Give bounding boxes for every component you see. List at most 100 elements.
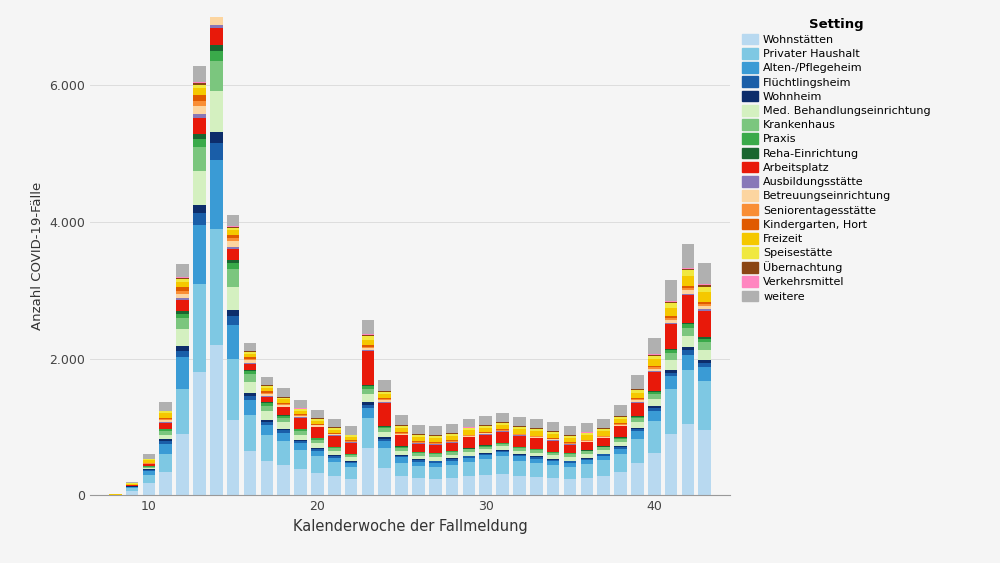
Bar: [446, 461, 458, 464]
Bar: [429, 453, 442, 454]
Bar: [244, 352, 256, 354]
Bar: [193, 118, 206, 134]
Bar: [698, 350, 711, 360]
Bar: [530, 477, 543, 495]
Bar: [261, 403, 273, 404]
Bar: [412, 444, 425, 452]
Bar: [378, 427, 391, 428]
Bar: [193, 83, 206, 85]
Bar: [176, 287, 189, 291]
Bar: [698, 367, 711, 381]
Bar: [227, 238, 239, 242]
Bar: [227, 269, 239, 287]
Bar: [143, 470, 155, 471]
Bar: [395, 425, 408, 426]
Bar: [597, 454, 610, 456]
Bar: [698, 381, 711, 431]
Bar: [614, 419, 627, 423]
Bar: [547, 441, 559, 452]
Bar: [496, 446, 509, 450]
Bar: [244, 451, 256, 495]
Bar: [244, 370, 256, 371]
Bar: [682, 268, 694, 269]
Bar: [210, 0, 223, 6]
Bar: [277, 388, 290, 397]
Bar: [176, 329, 189, 346]
Bar: [631, 418, 644, 422]
Bar: [345, 441, 357, 443]
Bar: [614, 426, 627, 437]
Bar: [698, 431, 711, 495]
Bar: [193, 82, 206, 83]
Bar: [176, 311, 189, 314]
Bar: [665, 318, 677, 320]
Bar: [682, 347, 694, 350]
Bar: [362, 448, 374, 495]
Bar: [597, 446, 610, 448]
Bar: [345, 462, 357, 463]
Bar: [698, 306, 711, 310]
Bar: [395, 463, 408, 476]
Bar: [614, 472, 627, 495]
Bar: [193, 225, 206, 284]
Bar: [395, 450, 408, 455]
Bar: [176, 282, 189, 287]
Bar: [328, 434, 341, 435]
Bar: [648, 394, 661, 399]
Bar: [682, 350, 694, 355]
Bar: [698, 337, 711, 339]
Bar: [378, 437, 391, 439]
Bar: [328, 419, 341, 427]
Bar: [193, 95, 206, 101]
Bar: [547, 459, 559, 460]
Bar: [665, 324, 677, 349]
Bar: [395, 476, 408, 495]
Bar: [597, 429, 610, 431]
Bar: [648, 399, 661, 406]
Bar: [294, 435, 307, 440]
Bar: [210, 28, 223, 44]
Bar: [345, 454, 357, 455]
Bar: [648, 355, 661, 356]
Bar: [496, 413, 509, 422]
Bar: [227, 420, 239, 495]
Bar: [665, 302, 677, 303]
Bar: [665, 350, 677, 353]
Bar: [698, 292, 711, 302]
Bar: [446, 434, 458, 436]
Bar: [446, 459, 458, 461]
Bar: [631, 393, 644, 399]
Bar: [261, 388, 273, 391]
Bar: [143, 475, 155, 483]
Bar: [345, 461, 357, 462]
Bar: [176, 301, 189, 311]
Bar: [277, 434, 290, 441]
Bar: [631, 390, 644, 393]
Bar: [682, 336, 694, 347]
Bar: [311, 450, 324, 456]
Bar: [294, 431, 307, 435]
Bar: [446, 464, 458, 477]
Bar: [631, 422, 644, 428]
Bar: [176, 314, 189, 318]
Bar: [479, 435, 492, 445]
Bar: [665, 377, 677, 390]
Bar: [412, 425, 425, 434]
Bar: [429, 438, 442, 443]
Bar: [362, 345, 374, 347]
Bar: [682, 328, 694, 336]
Bar: [395, 433, 408, 434]
Bar: [581, 464, 593, 477]
Bar: [244, 360, 256, 363]
Bar: [665, 320, 677, 323]
Bar: [631, 403, 644, 416]
Bar: [479, 428, 492, 432]
Bar: [143, 468, 155, 469]
Bar: [210, 61, 223, 91]
Bar: [631, 417, 644, 418]
Bar: [159, 454, 172, 471]
Bar: [378, 428, 391, 432]
Legend: Wohnstätten, Privater Haushalt, Alten-/Pflegeheim, Flüchtlingsheim, Wohnheim, Me: Wohnstätten, Privater Haushalt, Alten-/P…: [742, 17, 931, 302]
Bar: [345, 457, 357, 461]
Bar: [648, 369, 661, 371]
